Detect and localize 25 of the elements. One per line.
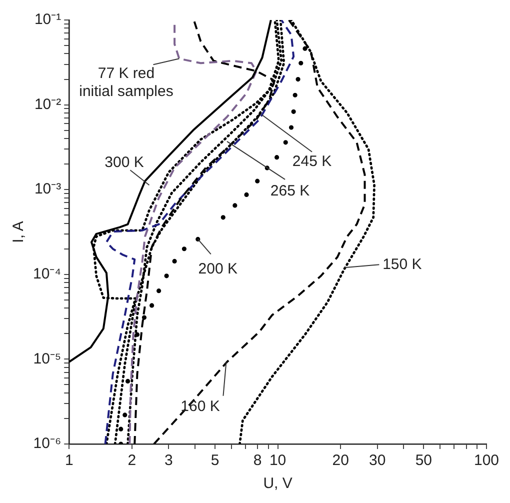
x-tick-label: 1 <box>64 452 74 470</box>
y-tick-label: 10⁻⁵ <box>33 350 62 368</box>
x-tick-label: 2 <box>128 452 136 470</box>
annotation: 300 K <box>104 154 144 172</box>
y-tick-label: 10⁻¹ <box>34 11 62 28</box>
x-tick-label: 8 <box>253 452 262 470</box>
x-tick-label: 3 <box>164 452 173 470</box>
annotation: 245 K <box>292 153 332 170</box>
annotation: 150 K <box>382 256 422 273</box>
x-tick-label: 50 <box>415 452 432 470</box>
y-tick-label: 10⁻⁶ <box>33 435 62 452</box>
annotation: 77 K red initial samples <box>79 64 174 100</box>
x-tick-label: 5 <box>210 452 220 470</box>
x-tick-label: 10 <box>269 452 286 470</box>
y-tick-label: 10⁻⁴ <box>32 266 62 283</box>
x-axis-title: U, V <box>263 475 292 492</box>
annotation: 160 K <box>180 398 220 416</box>
annotation: 265 K <box>270 182 310 200</box>
y-tick-label: 10⁻³ <box>34 180 62 198</box>
x-tick-label: 30 <box>369 452 386 470</box>
x-tick-label: 20 <box>332 452 349 470</box>
y-axis-title: I, A <box>10 221 28 243</box>
y-tick-label: 10⁻² <box>34 96 62 113</box>
x-tick-label: 100 <box>474 452 499 470</box>
annotation: 200 K <box>198 260 238 278</box>
